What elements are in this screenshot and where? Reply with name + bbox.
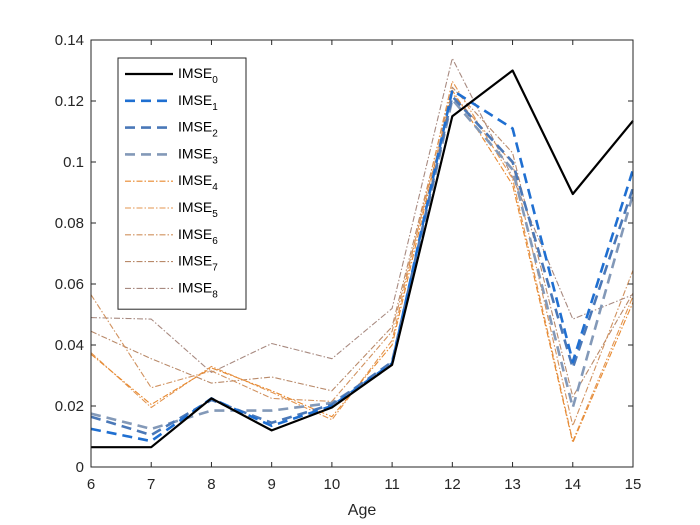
series-layer	[90, 57, 635, 449]
y-tick-label: 0.12	[55, 93, 84, 110]
series-line-imse-0	[91, 69, 634, 449]
x-tick-label: 12	[444, 476, 461, 493]
series-line-imse-8	[90, 57, 634, 373]
x-tick-label: 11	[384, 476, 400, 493]
legend-label-imse-0: IMSE0	[178, 65, 218, 86]
x-tick-label: 15	[625, 476, 642, 493]
series-line-imse-1	[90, 89, 635, 443]
legend-label-imse-6: IMSE6	[178, 226, 218, 247]
y-tick-label: 0.08	[55, 215, 84, 232]
legend-label-imse-8: IMSE8	[178, 279, 218, 300]
legend-label-imse-1: IMSE1	[178, 92, 218, 113]
x-tick-label: 14	[564, 476, 581, 493]
tick-layer: 6 7 8 9 10 11 12 13 14 15 0 0.02 0.04 0.06 0.08 0.1 0.12…	[55, 32, 642, 493]
x-tick-label: 6	[87, 476, 95, 493]
legend-label-imse-7: IMSE7	[178, 253, 218, 274]
series-line-imse-6	[90, 92, 634, 427]
y-tick-label: 0.14	[55, 32, 84, 49]
x-axis-label: Age	[348, 502, 377, 519]
series-line-imse-4	[90, 89, 634, 444]
legend-label-imse-3: IMSE3	[178, 145, 218, 166]
x-tick-label: 8	[207, 476, 215, 493]
legend: IMSE0 IMSE1 IMSE2 IMSE3 IMSE4 IMSE5 IMSE6 IMSE7…	[117, 57, 247, 310]
legend-label-imse-4: IMSE4	[178, 172, 218, 193]
axes-box	[90, 39, 634, 468]
y-tick-label: 0	[76, 459, 84, 476]
y-tick-label: 0.1	[63, 154, 84, 171]
x-tick-label: 13	[504, 476, 521, 493]
x-tick-label: 7	[147, 476, 155, 493]
y-tick-label: 0.06	[55, 276, 84, 293]
legend-label-imse-5: IMSE5	[178, 199, 218, 220]
x-tick-label: 10	[324, 476, 341, 493]
legend-label-imse-2: IMSE2	[178, 119, 218, 140]
y-tick-label: 0.04	[55, 337, 84, 354]
series-line-imse-2	[90, 95, 635, 437]
y-tick-label: 0.02	[55, 398, 84, 415]
x-tick-label: 9	[267, 476, 275, 493]
legend-box	[117, 57, 247, 310]
